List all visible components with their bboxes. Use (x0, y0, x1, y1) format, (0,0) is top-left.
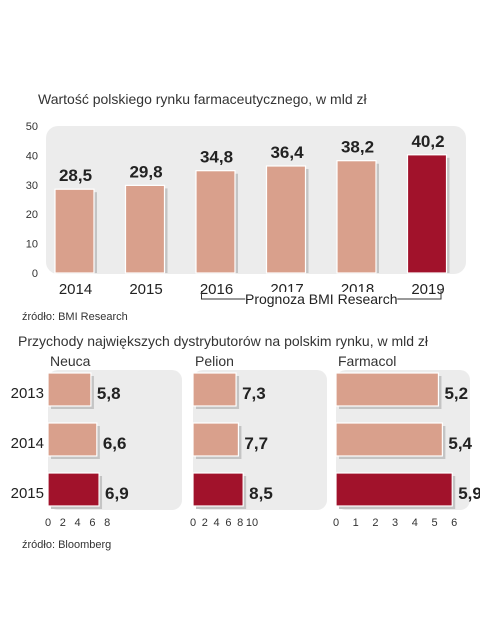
forecast-label: Prognoza BMI Research (245, 291, 398, 307)
x-tick-label: 3 (392, 517, 398, 529)
panel-title-neuca: Neuca (50, 353, 91, 369)
row-label-2013: 2013 (11, 385, 44, 402)
x-tick-label: 8 (237, 517, 243, 529)
forecast-label-mask (245, 292, 398, 308)
value-label: 7,7 (244, 434, 268, 453)
value-label-2018: 38,2 (341, 138, 374, 157)
chart-1-background (46, 126, 466, 274)
row-label-2015: 2015 (11, 485, 44, 502)
chart-2-title: Przychody największych dystrybutorów na … (18, 333, 429, 349)
x-tick-label-2016: 2016 (200, 281, 233, 298)
y-tick-label: 40 (26, 150, 38, 162)
value-label-2014: 28,5 (59, 166, 92, 185)
value-label: 6,9 (105, 484, 129, 503)
x-tick-label: 2 (202, 517, 208, 529)
x-tick-label: 0 (190, 517, 196, 529)
panel-title-farmacol: Farmacol (338, 353, 396, 369)
value-label: 8,5 (249, 484, 273, 503)
x-tick-label: 0 (45, 517, 51, 529)
chart-1-source: źródło: BMI Research (22, 311, 128, 323)
value-label: 6,6 (103, 434, 127, 453)
x-tick-label: 5 (431, 517, 437, 529)
bar-2016 (195, 170, 236, 274)
bar-farmacol-2014 (335, 422, 443, 457)
x-tick-label-2015: 2015 (129, 281, 162, 298)
x-tick-label: 4 (412, 517, 418, 529)
x-tick-label: 4 (214, 517, 220, 529)
bar-pelion-2014 (192, 422, 240, 457)
y-tick-label: 20 (26, 209, 38, 221)
value-label: 5,2 (444, 384, 468, 403)
bar-2018 (336, 160, 377, 274)
x-tick-label: 6 (89, 517, 95, 529)
bar-neuca-2014 (47, 422, 98, 457)
bar-farmacol-2013 (335, 372, 440, 407)
y-tick-label: 30 (26, 180, 38, 192)
chart-1-title: Wartość polskiego rynku farmaceutycznego… (38, 91, 367, 107)
bar-pelion-2015 (192, 472, 244, 507)
value-label: 5,8 (97, 384, 121, 403)
y-tick-label: 10 (26, 239, 38, 251)
x-tick-label: 6 (225, 517, 231, 529)
x-tick-label: 10 (246, 517, 258, 529)
bar-neuca-2015 (47, 472, 100, 507)
bar-2017 (265, 165, 307, 274)
value-label-2015: 29,8 (129, 162, 162, 181)
bar-farmacol-2015 (335, 472, 453, 507)
bar-2019 (406, 154, 448, 274)
row-label-2014: 2014 (11, 435, 44, 452)
x-tick-label-2014: 2014 (59, 281, 92, 298)
y-tick-label: 0 (32, 268, 38, 280)
value-label: 5,9 (458, 484, 480, 503)
chart-2-source: źródło: Bloomberg (22, 539, 111, 551)
bar-2015 (124, 184, 166, 274)
x-tick-label: 1 (353, 517, 359, 529)
x-tick-label: 0 (333, 517, 339, 529)
x-tick-label: 8 (104, 517, 110, 529)
value-label-2016: 34,8 (200, 148, 233, 167)
value-label-2019: 40,2 (411, 132, 444, 151)
bar-pelion-2013 (192, 372, 237, 407)
y-tick-label: 50 (26, 121, 38, 133)
x-tick-label: 4 (75, 517, 81, 529)
bar-neuca-2013 (47, 372, 92, 407)
value-label: 7,3 (242, 384, 266, 403)
value-label-2017: 36,4 (270, 143, 304, 162)
x-tick-label: 2 (372, 517, 378, 529)
x-tick-label: 2 (60, 517, 66, 529)
x-tick-label: 6 (451, 517, 457, 529)
panel-title-pelion: Pelion (195, 353, 234, 369)
bar-2014 (54, 188, 95, 274)
x-tick-label-2019: 2019 (411, 281, 444, 298)
value-label: 5,4 (448, 434, 472, 453)
